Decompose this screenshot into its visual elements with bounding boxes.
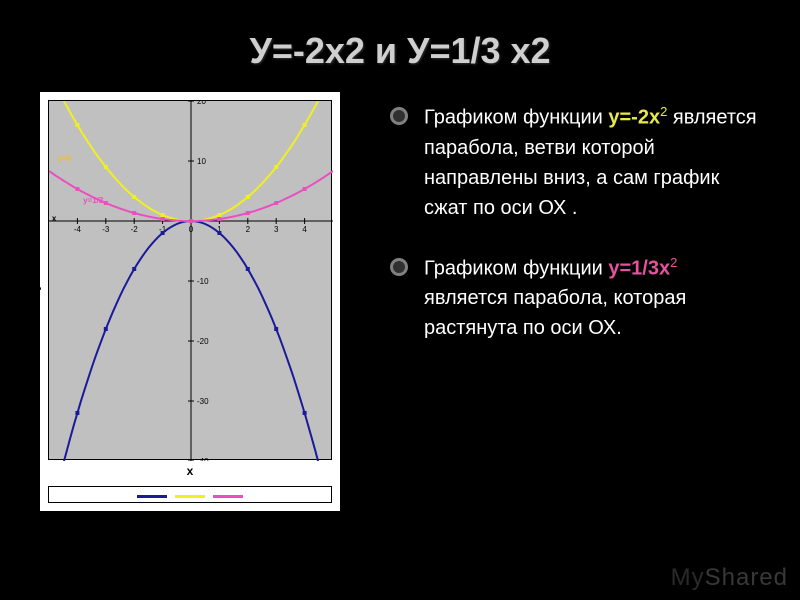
content-row: -4-3-2-1012342010-10-20-30-40y=0y=1/3x y… <box>0 92 800 511</box>
svg-text:0: 0 <box>189 225 194 234</box>
svg-text:20: 20 <box>197 101 206 106</box>
bullet-dot <box>390 258 408 276</box>
svg-text:-30: -30 <box>197 397 209 406</box>
svg-text:-40: -40 <box>197 457 209 461</box>
chart-box: -4-3-2-1012342010-10-20-30-40y=0y=1/3x y… <box>40 92 340 511</box>
watermark-part1: My <box>671 564 705 591</box>
text-area: Графиком функции у=-2х2 является парабол… <box>390 92 760 511</box>
svg-text:-4: -4 <box>74 225 82 234</box>
bullet-item: Графиком функции у=-2х2 является парабол… <box>390 102 760 223</box>
svg-text:y=1/3: y=1/3 <box>83 196 104 205</box>
svg-text:2: 2 <box>246 225 251 234</box>
x-axis-label: x <box>48 464 332 478</box>
svg-text:-2: -2 <box>131 225 139 234</box>
bullet-text: Графиком функции у=1/3х2 является парабо… <box>424 253 760 344</box>
svg-text:-20: -20 <box>197 337 209 346</box>
svg-text:-10: -10 <box>197 277 209 286</box>
chart-container: -4-3-2-1012342010-10-20-30-40y=0y=1/3x y… <box>40 92 360 511</box>
legend-swatch <box>213 495 243 498</box>
plot-area: -4-3-2-1012342010-10-20-30-40y=0y=1/3x y <box>48 100 332 460</box>
page-title: У=-2х2 и У=1/3 х2 <box>0 0 800 92</box>
legend-swatch <box>175 495 205 498</box>
parabola-chart: -4-3-2-1012342010-10-20-30-40y=0y=1/3x <box>49 101 333 461</box>
svg-text:10: 10 <box>197 157 206 166</box>
svg-text:3: 3 <box>274 225 279 234</box>
bullet-dot <box>390 107 408 125</box>
watermark-part2: Shared <box>705 564 788 591</box>
svg-text:y=0: y=0 <box>58 154 72 163</box>
svg-text:-3: -3 <box>102 225 110 234</box>
watermark: MyShared <box>671 564 788 592</box>
bullet-text: Графиком функции у=-2х2 является парабол… <box>424 102 760 223</box>
legend-swatch <box>137 495 167 498</box>
bullet-item: Графиком функции у=1/3х2 является парабо… <box>390 253 760 344</box>
svg-text:x: x <box>52 214 57 223</box>
svg-text:4: 4 <box>302 225 307 234</box>
y-axis-label: y <box>27 284 41 291</box>
chart-legend <box>48 486 332 503</box>
